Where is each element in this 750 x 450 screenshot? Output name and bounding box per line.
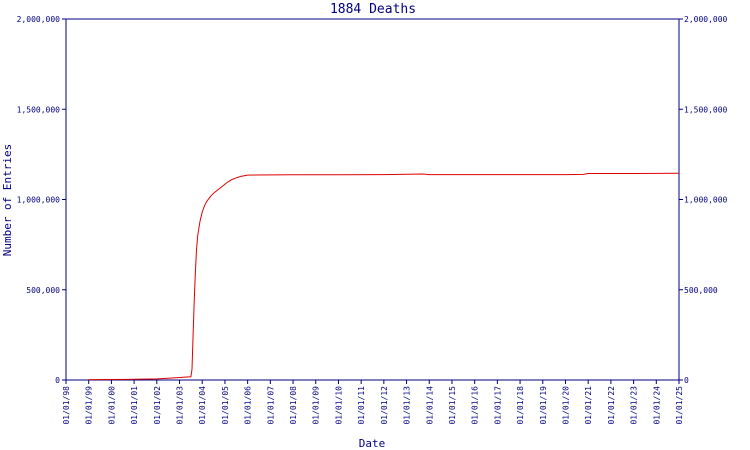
x-tick-label: 01/01/06 <box>244 386 253 425</box>
chart-title: 1884 Deaths <box>330 2 416 17</box>
x-tick-label: 01/01/18 <box>516 386 525 425</box>
x-tick-label: 01/01/25 <box>675 386 684 425</box>
y-tick-label-right: 0 <box>684 376 689 385</box>
x-tick-label: 01/01/23 <box>630 386 639 425</box>
y-tick-label-right: 1,000,000 <box>684 196 728 205</box>
x-tick-label: 01/01/11 <box>357 386 366 425</box>
y-tick-label-left: 500,000 <box>26 286 60 295</box>
x-tick-label: 01/01/14 <box>425 386 434 425</box>
x-tick-label: 01/01/00 <box>107 386 116 425</box>
y-tick-label-left: 1,000,000 <box>17 196 61 205</box>
x-tick-label: 01/01/10 <box>334 386 343 425</box>
y-tick-label-right: 2,000,000 <box>684 15 728 24</box>
plot-area <box>65 18 680 381</box>
x-tick-label: 01/01/08 <box>289 386 298 425</box>
y-tick-label-left: 0 <box>55 376 60 385</box>
x-tick-label: 01/01/15 <box>448 386 457 425</box>
x-tick-label: 01/01/17 <box>493 386 502 425</box>
x-tick-label: 01/01/22 <box>607 386 616 425</box>
x-tick-label: 01/01/07 <box>266 386 275 425</box>
x-tick-label: 01/01/19 <box>539 386 548 425</box>
x-tick-label: 01/01/01 <box>130 386 139 425</box>
x-tick-label: 01/01/99 <box>85 386 94 425</box>
x-axis-label: Date <box>359 437 386 450</box>
x-tick-label: 01/01/24 <box>652 386 661 425</box>
y-tick-label-left: 2,000,000 <box>17 15 61 24</box>
x-tick-label: 01/01/12 <box>380 386 389 425</box>
y-tick-label-right: 1,500,000 <box>684 105 728 114</box>
y-axis-right: 0 500,000 1,000,000 1,500,000 2,000,000 <box>679 15 728 385</box>
x-tick-label: 01/01/21 <box>584 386 593 425</box>
x-tick-label: 01/01/09 <box>312 386 321 425</box>
x-tick-label: 01/01/98 <box>62 386 71 425</box>
y-axis-label: Number of Entries <box>1 144 14 257</box>
x-tick-label: 01/01/04 <box>198 386 207 425</box>
y-tick-label-left: 1,500,000 <box>17 105 61 114</box>
x-tick-label: 01/01/16 <box>471 386 480 425</box>
x-tick-label: 01/01/02 <box>153 386 162 425</box>
x-axis: 01/01/98 01/01/99 01/01/00 01/01/01 01/01/02… <box>62 380 684 425</box>
x-tick-label: 01/01/05 <box>221 386 230 425</box>
y-tick-label-right: 500,000 <box>684 286 718 295</box>
x-tick-label: 01/01/20 <box>561 386 570 425</box>
series-line <box>88 172 680 381</box>
x-tick-label: 01/01/13 <box>403 386 412 425</box>
x-tick-label: 01/01/03 <box>176 386 185 425</box>
y-axis-left: 0 500,000 1,000,000 1,500,000 2,000,000 <box>17 15 66 385</box>
